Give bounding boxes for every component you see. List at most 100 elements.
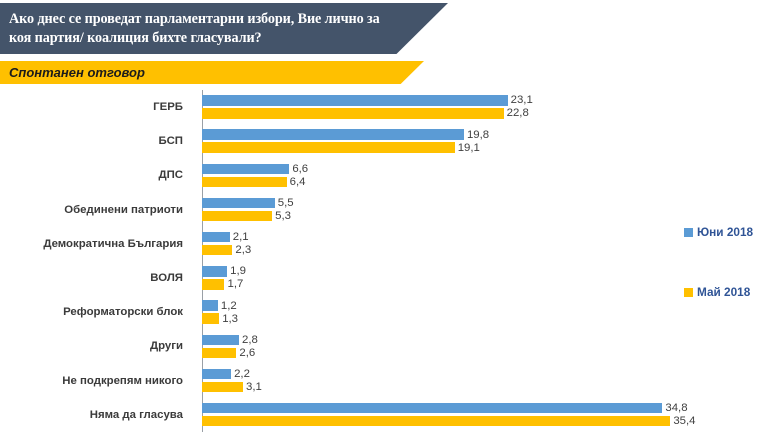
bar-item[interactable]: 2,2: [202, 367, 250, 380]
bar: [202, 197, 275, 209]
bar: [202, 244, 233, 256]
bar-value-label: 1,2: [220, 299, 237, 312]
bar: [202, 300, 218, 311]
bar-item[interactable]: 2,3: [202, 244, 251, 256]
value-axis-line: [202, 90, 204, 432]
category-label: ДПС: [158, 169, 183, 182]
bar-value-label: 2,1: [232, 231, 249, 244]
bar-group: 1,2 1,3: [202, 295, 768, 329]
bar-value-label: 1,7: [227, 278, 244, 291]
bar-item[interactable]: 1,9: [202, 265, 246, 278]
bar-item[interactable]: 2,1: [202, 231, 249, 244]
chart-row: Реформаторски блок 1,2 1,3: [0, 295, 768, 329]
bar-item[interactable]: 6,4: [202, 175, 306, 188]
category-label: Демократична България: [43, 237, 183, 250]
bar-value-label: 19,8: [466, 128, 490, 141]
bar-item[interactable]: 2,6: [202, 346, 256, 359]
bar: [202, 266, 228, 277]
bar-value-label: 2,2: [234, 367, 250, 380]
bar: [202, 231, 230, 243]
chart-row: ДПС 6,6 6,4: [0, 158, 768, 192]
category-label: Не подкрепям никого: [62, 374, 183, 387]
bar-item[interactable]: 19,8: [202, 128, 490, 141]
bar: [202, 176, 287, 188]
bar: [202, 368, 232, 380]
category-label: Няма да гласува: [89, 408, 183, 421]
category-label: ГЕРБ: [153, 101, 183, 114]
bar-value-label: 5,3: [275, 210, 291, 222]
chart-row: Обединени патриоти 5,5 5,3: [0, 193, 768, 227]
bar-value-label: 6,6: [292, 162, 309, 175]
bar-value-label: 1,9: [230, 265, 246, 278]
bar-item[interactable]: 35,4: [202, 415, 696, 428]
category-label: БСП: [158, 135, 183, 148]
bar-item[interactable]: 6,6: [202, 162, 309, 175]
bar-item[interactable]: 1,7: [202, 278, 244, 291]
bar: [202, 129, 464, 140]
bar-group: 2,1 2,3: [202, 227, 768, 261]
category-label: Обединени патриоти: [64, 203, 183, 216]
bar: [202, 415, 671, 427]
bar-group: 5,5 5,3: [202, 193, 768, 227]
bar-value-label: 1,3: [222, 312, 239, 325]
page-title: Ако днес се проведат парламентарни избор…: [9, 10, 380, 46]
chart-row: ГЕРБ 23,1 22,8: [0, 90, 768, 124]
chart-rows: ГЕРБ 23,1 22,8 БСП 19,8 19,1 ДПС 6,6 6,4 Обединен…: [0, 90, 768, 432]
bar: [202, 279, 225, 290]
bar-value-label: 2,8: [242, 333, 258, 346]
bar-item[interactable]: 1,2: [202, 299, 237, 312]
bar-item[interactable]: 5,5: [202, 197, 294, 209]
chart-row: Други 2,8 2,6: [0, 329, 768, 363]
chart-row: Няма да гласува 34,8 35,4: [0, 398, 768, 432]
bar: [202, 347, 237, 358]
bar-item[interactable]: 1,3: [202, 312, 239, 325]
bar-value-label: 35,4: [673, 415, 696, 428]
bar-group: 23,1 22,8: [202, 90, 768, 124]
legend-item-juni-2018: Юни 2018: [684, 225, 753, 239]
bar-value-label: 5,5: [277, 197, 294, 209]
bar: [202, 108, 504, 119]
bar: [202, 313, 220, 324]
bar-group: 19,8 19,1: [202, 124, 768, 158]
chart-row: Не подкрепям никого 2,2 3,1: [0, 364, 768, 398]
bar-item[interactable]: 34,8: [202, 402, 688, 415]
bar-group: 34,8 35,4: [202, 398, 768, 432]
bar-value-label: 22,8: [506, 107, 529, 120]
bar: [202, 142, 455, 153]
legend-item-mai-2018: Май 2018: [684, 285, 750, 299]
legend-swatch-icon: [684, 287, 693, 297]
bar-value-label: 2,6: [239, 346, 256, 359]
category-label: ВОЛЯ: [150, 272, 183, 285]
bar: [202, 334, 240, 345]
chart-row: БСП 19,8 19,1: [0, 124, 768, 158]
chart-row: Демократична България 2,1 2,3: [0, 227, 768, 261]
bar-item[interactable]: 2,8: [202, 333, 258, 346]
bar: [202, 163, 290, 175]
bar-value-label: 23,1: [510, 94, 533, 107]
bar-group: 6,6 6,4: [202, 158, 768, 192]
category-label: Реформаторски блок: [63, 306, 183, 319]
subtitle-label: Спонтанен отговор: [9, 65, 145, 80]
subtitle-banner: Спонтанен отговор: [0, 61, 424, 84]
bar: [202, 381, 243, 393]
chart-plot-area: ГЕРБ 23,1 22,8 БСП 19,8 19,1 ДПС 6,6 6,4 Обединен…: [0, 90, 768, 432]
bar: [202, 402, 663, 414]
legend-item-label: Май 2018: [697, 285, 751, 299]
bar-item[interactable]: 23,1: [202, 94, 533, 107]
chart-row: ВОЛЯ 1,9 1,7: [0, 261, 768, 295]
bar-value-label: 6,4: [289, 175, 306, 188]
bar-item[interactable]: 19,1: [202, 141, 480, 154]
bar-item[interactable]: 3,1: [202, 380, 262, 393]
bar-value-label: 34,8: [665, 402, 688, 415]
bar-value-label: 19,1: [457, 141, 480, 154]
category-label: Други: [149, 340, 183, 353]
bar-item[interactable]: 5,3: [202, 210, 291, 222]
bar-group: 2,8 2,6: [202, 329, 768, 363]
bar: [202, 210, 273, 222]
legend-item-label: Юни 2018: [697, 225, 754, 239]
title-banner: Ако днес се проведат парламентарни избор…: [0, 3, 448, 54]
legend-swatch-icon: [684, 227, 693, 237]
bar-value-label: 3,1: [246, 380, 262, 393]
bar: [202, 95, 508, 106]
bar-item[interactable]: 22,8: [202, 107, 529, 120]
